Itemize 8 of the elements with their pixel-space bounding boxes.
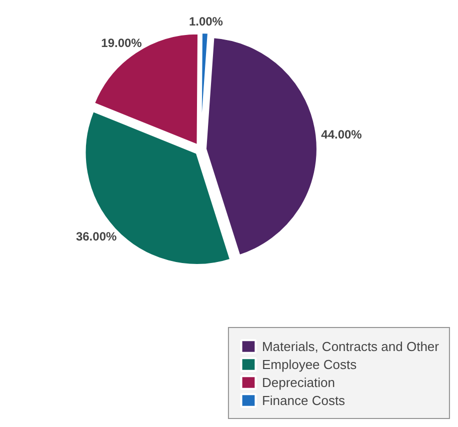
legend-label: Finance Costs xyxy=(262,392,346,408)
data-label: 44.00% xyxy=(321,127,362,142)
data-label: 19.00% xyxy=(101,36,142,50)
legend-label: Employee Costs xyxy=(262,356,357,372)
data-label: 36.00% xyxy=(76,229,117,244)
data-label: 1.00% xyxy=(188,14,224,29)
legend-label: Materials, Contracts and Other xyxy=(262,338,439,354)
legend-label: Depreciation xyxy=(262,374,335,390)
